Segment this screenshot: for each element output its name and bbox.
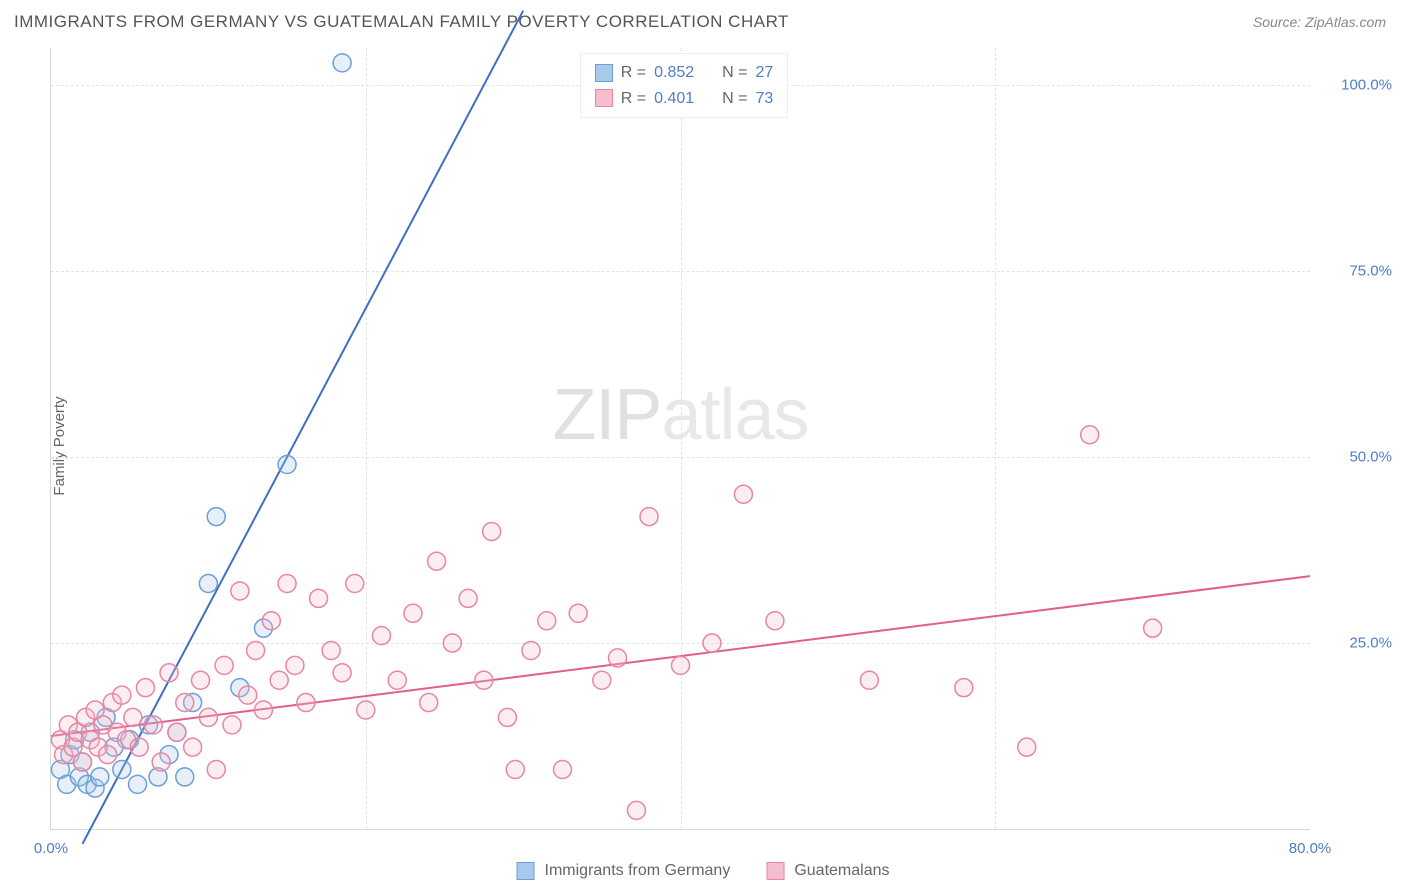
- data-point: [254, 701, 272, 719]
- data-point: [144, 716, 162, 734]
- data-point: [199, 575, 217, 593]
- data-point: [766, 612, 784, 630]
- data-point: [459, 589, 477, 607]
- data-point: [522, 641, 540, 659]
- source-attribution: Source: ZipAtlas.com: [1253, 14, 1386, 30]
- data-point: [262, 612, 280, 630]
- data-point: [1081, 426, 1099, 444]
- data-point: [113, 686, 131, 704]
- data-point: [538, 612, 556, 630]
- correlation-row-germany: R = 0.852 N = 27: [595, 60, 774, 86]
- data-point: [734, 485, 752, 503]
- data-point: [73, 753, 91, 771]
- data-point: [136, 679, 154, 697]
- series-legend: Immigrants from Germany Guatemalans: [517, 862, 890, 880]
- legend-item-guatemalans: Guatemalans: [766, 862, 889, 880]
- data-point: [176, 768, 194, 786]
- data-point: [357, 701, 375, 719]
- y-tick-label: 100.0%: [1341, 77, 1392, 94]
- data-point: [609, 649, 627, 667]
- data-point: [346, 575, 364, 593]
- x-tick-label: 0.0%: [34, 840, 68, 857]
- data-point: [955, 679, 973, 697]
- data-point: [553, 760, 571, 778]
- data-point: [129, 775, 147, 793]
- data-point: [333, 664, 351, 682]
- data-point: [160, 664, 178, 682]
- data-point: [124, 708, 142, 726]
- data-point: [569, 604, 587, 622]
- data-point: [640, 508, 658, 526]
- data-point: [91, 768, 109, 786]
- data-point: [239, 686, 257, 704]
- data-point: [420, 694, 438, 712]
- swatch-germany: [595, 64, 613, 82]
- data-point: [278, 575, 296, 593]
- data-point: [1018, 738, 1036, 756]
- data-point: [333, 54, 351, 72]
- y-tick-label: 50.0%: [1349, 449, 1392, 466]
- data-point: [207, 760, 225, 778]
- data-point: [404, 604, 422, 622]
- data-point: [192, 671, 210, 689]
- data-point: [593, 671, 611, 689]
- data-point: [215, 656, 233, 674]
- data-point: [703, 634, 721, 652]
- x-tick-label: 80.0%: [1289, 840, 1332, 857]
- data-point: [322, 641, 340, 659]
- data-point: [207, 508, 225, 526]
- chart-title: IMMIGRANTS FROM GERMANY VS GUATEMALAN FA…: [14, 12, 789, 32]
- data-point: [860, 671, 878, 689]
- data-point: [428, 552, 446, 570]
- chart-plot-area: ZIPatlas 25.0%50.0%75.0%100.0% 0.0%80.0%…: [50, 48, 1310, 830]
- data-point: [152, 753, 170, 771]
- data-point: [286, 656, 304, 674]
- data-point: [483, 522, 501, 540]
- y-tick-label: 75.0%: [1349, 263, 1392, 280]
- data-point: [113, 760, 131, 778]
- data-point: [672, 656, 690, 674]
- data-point: [168, 723, 186, 741]
- data-point: [498, 708, 516, 726]
- data-point: [475, 671, 493, 689]
- data-point: [297, 694, 315, 712]
- data-point: [627, 801, 645, 819]
- data-point: [130, 738, 148, 756]
- data-point: [1144, 619, 1162, 637]
- correlation-legend: R = 0.852 N = 27 R = 0.401 N = 73: [580, 53, 789, 118]
- swatch-guatemalans-icon: [766, 862, 784, 880]
- scatter-svg: [51, 48, 1310, 829]
- data-point: [231, 582, 249, 600]
- data-point: [184, 738, 202, 756]
- data-point: [388, 671, 406, 689]
- swatch-guatemalans: [595, 89, 613, 107]
- chart-header: IMMIGRANTS FROM GERMANY VS GUATEMALAN FA…: [0, 0, 1406, 40]
- y-tick-label: 25.0%: [1349, 635, 1392, 652]
- data-point: [247, 641, 265, 659]
- data-point: [506, 760, 524, 778]
- data-point: [99, 746, 117, 764]
- data-point: [372, 627, 390, 645]
- swatch-germany-icon: [517, 862, 535, 880]
- data-point: [443, 634, 461, 652]
- data-point: [199, 708, 217, 726]
- data-point: [310, 589, 328, 607]
- data-point: [270, 671, 288, 689]
- data-point: [223, 716, 241, 734]
- legend-item-germany: Immigrants from Germany: [517, 862, 731, 880]
- data-point: [176, 694, 194, 712]
- correlation-row-guatemalans: R = 0.401 N = 73: [595, 86, 774, 112]
- data-point: [278, 456, 296, 474]
